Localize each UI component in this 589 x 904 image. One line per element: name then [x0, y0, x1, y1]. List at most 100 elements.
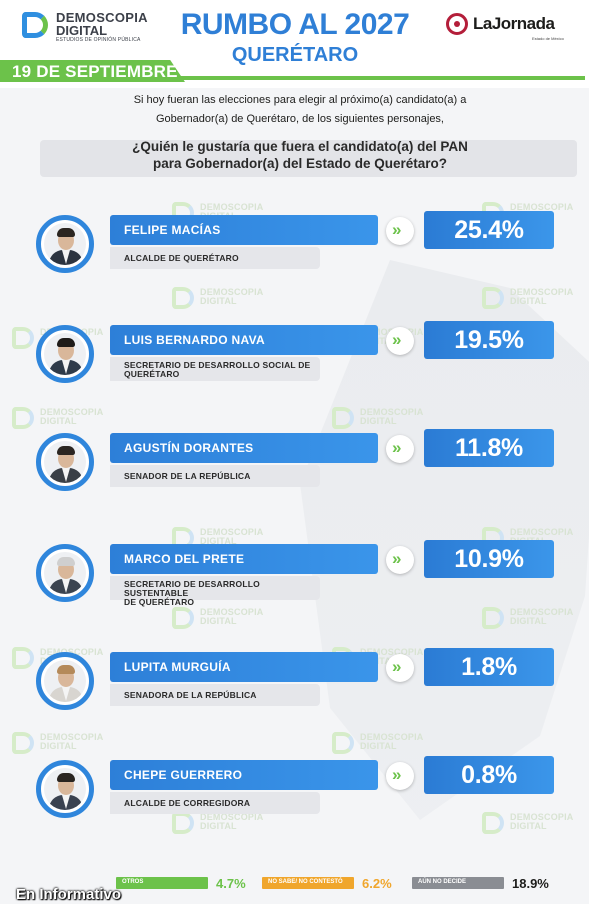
watermark-logo-icon — [172, 607, 194, 629]
photo-shirt — [62, 579, 70, 593]
candidate-role-line1: SECRETARIO DE DESARROLLO SOCIAL DE — [124, 360, 311, 370]
candidate-row: FELIPE MACÍAS ALCALDE DE QUERÉTARO » 25.4% — [0, 211, 589, 310]
candidate-role-bar: SENADOR DE LA REPÚBLICA — [110, 465, 320, 487]
photo-hair — [57, 338, 75, 347]
watermark-line1: DEMOSCOPIA — [510, 812, 574, 822]
photo-shirt — [62, 360, 70, 374]
candidate-photo — [36, 760, 94, 818]
photo-hair — [57, 773, 75, 782]
source-credit: En Informativo — [16, 886, 122, 903]
watermark-line2: DIGITAL — [200, 821, 237, 831]
watermark-line2: DIGITAL — [510, 296, 547, 306]
candidate-role-line1: SENADOR DE LA REPÚBLICA — [124, 471, 251, 481]
watermark-logo-icon — [332, 407, 354, 429]
watermark-line1: DEMOSCOPIA — [200, 527, 264, 537]
photo-hair — [57, 665, 75, 674]
photo-shirt — [62, 468, 70, 482]
percentage-value: 1.8% — [461, 653, 517, 681]
candidate-role-bar: ALCALDE DE QUERÉTARO — [110, 247, 320, 269]
candidate-photo — [36, 325, 94, 383]
watermark-line2: DIGITAL — [360, 416, 397, 426]
watermark-line2: DIGITAL — [40, 416, 77, 426]
photo-hair — [57, 557, 75, 566]
watermark-line2: DIGITAL — [510, 616, 547, 626]
candidate-role-line1: SECRETARIO DE DESARROLLO SUSTENTABLE — [124, 579, 260, 598]
candidate-role-line1: ALCALDE DE CORREGIDORA — [124, 798, 251, 808]
candidate-role: SECRETARIO DE DESARROLLO SOCIAL DE QUERÉT… — [124, 361, 310, 379]
candidate-role-line1: SENADORA DE LA REPÚBLICA — [124, 690, 257, 700]
candidate-row: LUPITA MURGUÍA SENADORA DE LA REPÚBLICA » 1… — [0, 648, 589, 747]
candidate-name: CHEPE GUERRERO — [124, 768, 243, 782]
candidate-name: LUPITA MURGUÍA — [124, 660, 231, 674]
percentage-box: 0.8% — [424, 756, 554, 794]
candidate-role-bar: SENADORA DE LA REPÚBLICA — [110, 684, 320, 706]
chevron-right-icon: » — [386, 654, 414, 682]
candidate-name: AGUSTÍN DORANTES — [124, 441, 254, 455]
watermark-line2: DIGITAL — [40, 741, 77, 751]
date-banner: 19 DE SEPTIEMBRE — [0, 60, 589, 82]
watermark-line2: DIGITAL — [200, 536, 237, 546]
percentage-value: 25.4% — [454, 216, 524, 244]
watermark-line1: DEMOSCOPIA — [200, 287, 264, 297]
arrow-glyph: » — [392, 657, 402, 676]
watermark-line2: DIGITAL — [360, 656, 397, 666]
footer-item: OTROS 4.7% — [116, 876, 268, 891]
watermark-line2: DIGITAL — [510, 821, 547, 831]
logo-line2: DIGITAL — [56, 23, 108, 38]
watermark-logo-icon — [482, 607, 504, 629]
watermark-line1: DEMOSCOPIA — [510, 287, 574, 297]
watermark-line1: DEMOSCOPIA — [510, 527, 574, 537]
candidate-name-bar: LUIS BERNARDO NAVA — [110, 325, 378, 355]
photo-shirt — [62, 687, 70, 701]
arrow-glyph: » — [392, 330, 402, 349]
question-text: ¿Quién le gustaría que fuera el candidat… — [40, 138, 560, 172]
candidate-role: ALCALDE DE QUERÉTARO — [124, 254, 239, 263]
watermark-logo-icon — [12, 647, 34, 669]
watermark-line2: DIGITAL — [360, 741, 397, 751]
watermark-line1: DEMOSCOPIA — [360, 407, 424, 417]
partner-sub: Estado de México — [532, 36, 564, 41]
question-line2: para Gobernador(a) del Estado de Queréta… — [152, 156, 448, 171]
logo-line1: DEMOSCOPIA — [56, 10, 148, 25]
percentage-value: 11.8% — [454, 434, 523, 462]
arrow-glyph: » — [392, 220, 402, 239]
percentage-value: 0.8% — [461, 761, 517, 789]
percentage-box: 19.5% — [424, 321, 554, 359]
watermark-logo-icon — [172, 812, 194, 834]
candidate-role: SECRETARIO DE DESARROLLO SUSTENTABLE DE Q… — [124, 580, 320, 607]
watermark-logo-icon — [12, 732, 34, 754]
candidate-photo — [36, 215, 94, 273]
candidate-photo-inner — [44, 552, 86, 594]
candidate-row: CHEPE GUERRERO ALCALDE DE CORREGIDORA » 0.8… — [0, 756, 589, 855]
watermark-logo-icon — [332, 732, 354, 754]
percentage-box: 11.8% — [424, 429, 554, 467]
watermark-line1: DEMOSCOPIA — [510, 607, 574, 617]
watermark-line1: DEMOSCOPIA — [40, 407, 104, 417]
arrow-glyph: » — [392, 438, 402, 457]
footer-item: AÚN NO DECIDE 18.9% — [412, 876, 564, 891]
candidate-name: MARCO DEL PRETE — [124, 552, 245, 566]
watermark-line1: DEMOSCOPIA — [360, 732, 424, 742]
candidate-photo-inner — [44, 223, 86, 265]
page-title: RUMBO AL 2027 — [180, 8, 410, 41]
date-text: 19 DE SEPTIEMBRE — [12, 62, 178, 81]
footer-summary: OTROS 4.7% NO SABE/ NO CONTESTÓ 6.2% AÚN NO … — [0, 870, 589, 904]
photo-shirt — [62, 250, 70, 264]
candidate-photo — [36, 433, 94, 491]
candidate-name-bar: AGUSTÍN DORANTES — [110, 433, 378, 463]
watermark-line1: DEMOSCOPIA — [510, 202, 574, 212]
watermark-line1: DEMOSCOPIA — [40, 732, 104, 742]
candidate-row: LUIS BERNARDO NAVA SECRETARIO DE DESARROL… — [0, 321, 589, 420]
partner-name: LaJornada — [473, 14, 555, 33]
percentage-box: 25.4% — [424, 211, 554, 249]
watermark-line1: DEMOSCOPIA — [360, 647, 424, 657]
footer-label: NO SABE/ NO CONTESTÓ — [262, 877, 354, 889]
chevron-right-icon: » — [386, 546, 414, 574]
candidate-role-line2: DE QUERÉTARO — [124, 597, 195, 607]
candidate-row: AGUSTÍN DORANTES SENADOR DE LA REPÚBLICA »… — [0, 429, 589, 528]
footer-value: 4.7% — [216, 876, 246, 891]
